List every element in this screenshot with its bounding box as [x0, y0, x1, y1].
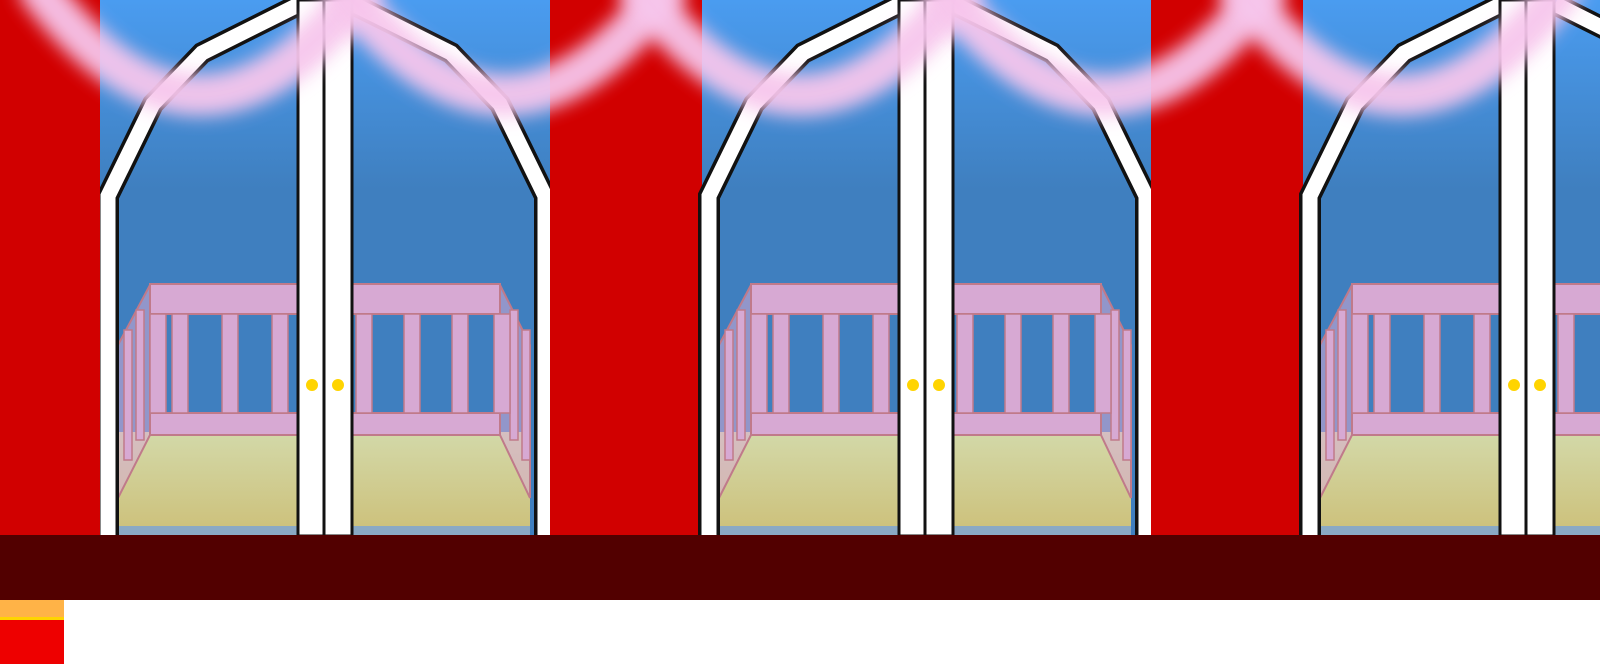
- railing-baluster: [403, 313, 421, 414]
- door-knob: [332, 379, 344, 391]
- door-mullion-left: [296, 0, 328, 538]
- railing-baluster: [493, 313, 511, 414]
- swatch-stripe: [0, 617, 64, 620]
- railing-baluster: [1004, 313, 1022, 414]
- railing-post: [135, 309, 145, 441]
- railing-post: [1325, 329, 1335, 461]
- swatch-top: [0, 600, 64, 618]
- railing-post: [521, 329, 531, 461]
- railing-baluster: [271, 313, 289, 414]
- railing-post: [1337, 309, 1347, 441]
- railing-post: [736, 309, 746, 441]
- door-mullion-left: [897, 0, 929, 538]
- railing-post: [123, 329, 133, 461]
- railing-post: [1122, 329, 1132, 461]
- railing-post: [724, 329, 734, 461]
- door-mullion-right: [923, 0, 955, 538]
- railing-baluster: [1094, 313, 1112, 414]
- door-knob: [1508, 379, 1520, 391]
- bunting-swag: [1221, 0, 1579, 116]
- bunting-swag: [21, 0, 379, 116]
- railing-baluster: [1423, 313, 1441, 414]
- bunting-swag: [326, 0, 684, 116]
- door-knob: [306, 379, 318, 391]
- balcony-floor: [1320, 432, 1600, 526]
- item-icon: [0, 600, 64, 664]
- railing-baluster: [1473, 313, 1491, 414]
- railing-baluster: [355, 313, 373, 414]
- curtain-left-edge: [0, 0, 100, 536]
- railing-baluster: [1052, 313, 1070, 414]
- door-knob: [907, 379, 919, 391]
- floor-edge: [1320, 526, 1600, 536]
- railing-baluster: [451, 313, 469, 414]
- door-mullion-left: [1498, 0, 1530, 538]
- window-panel: [698, 0, 1303, 538]
- railing-baluster: [221, 313, 239, 414]
- railing-baluster: [149, 313, 167, 414]
- inventory-item-swatch[interactable]: [0, 600, 64, 664]
- door-mullion-right: [322, 0, 354, 538]
- railing-baluster: [1373, 313, 1391, 414]
- railing-baluster: [1557, 313, 1575, 414]
- railing-bottom-rail: [1351, 412, 1600, 436]
- railing-baluster: [750, 313, 768, 414]
- bunting-swag: [621, 0, 979, 116]
- stage-floor: [0, 535, 1600, 600]
- railing-baluster: [772, 313, 790, 414]
- railing-baluster: [956, 313, 974, 414]
- door-mullion-right: [1524, 0, 1556, 538]
- bunting-swag: [926, 0, 1284, 116]
- railing-post: [1110, 309, 1120, 441]
- railing-baluster: [822, 313, 840, 414]
- door-knob: [1534, 379, 1546, 391]
- railing-baluster: [171, 313, 189, 414]
- bunting-garland: [21, 0, 1579, 116]
- railing-baluster: [872, 313, 890, 414]
- railing-post: [509, 309, 519, 441]
- railing-baluster: [1351, 313, 1369, 414]
- swatch-bottom: [0, 618, 64, 664]
- door-knob: [933, 379, 945, 391]
- railing-top-rail: [1351, 283, 1600, 315]
